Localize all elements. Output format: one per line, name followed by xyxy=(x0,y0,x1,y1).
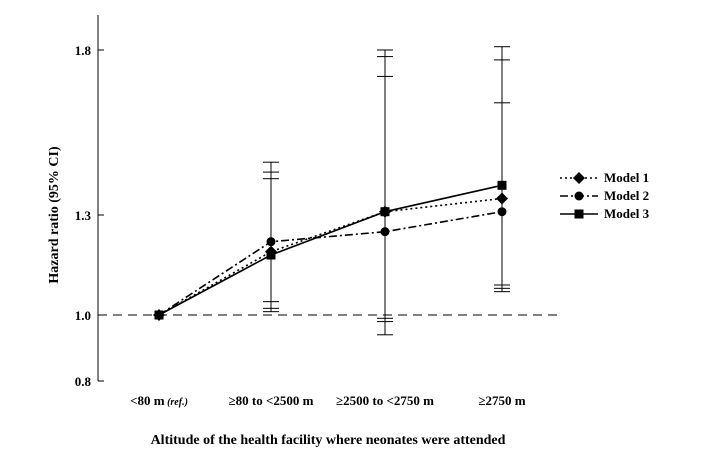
y-axis-title: Hazard ratio (95% CI) xyxy=(47,146,62,284)
data-point xyxy=(266,237,276,247)
legend-label: Model 1 xyxy=(604,170,649,185)
y-tick-label: 0.8 xyxy=(75,374,92,389)
y-tick-label: 1.3 xyxy=(75,208,92,223)
x-tick-label: ≥2750 m xyxy=(478,393,525,408)
error-bars xyxy=(263,46,510,336)
x-tick-label: ≥80 to <2500 m xyxy=(229,393,314,408)
data-point xyxy=(380,207,390,217)
y-ticks: 0.8 1.0 1.3 1.8 xyxy=(75,43,104,389)
legend-label: Model 3 xyxy=(604,206,650,221)
series-line xyxy=(158,184,503,316)
data-point xyxy=(497,180,507,190)
series-markers xyxy=(153,180,508,321)
x-tick-labels: <80 m (ref.) ≥80 to <2500 m ≥2500 to <2750… xyxy=(130,393,526,408)
legend-label: Model 2 xyxy=(604,188,649,203)
x-tick-label: <80 m (ref.) xyxy=(130,393,188,408)
data-point xyxy=(573,172,585,184)
data-point xyxy=(497,207,507,217)
series-lines xyxy=(158,184,503,316)
data-point xyxy=(574,209,584,219)
y-tick-label: 1.0 xyxy=(75,308,91,323)
legend: Model 1 Model 2 Model 3 xyxy=(560,170,650,221)
x-tick-label: ≥2500 to <2750 m xyxy=(336,393,434,408)
series-line xyxy=(158,197,503,316)
data-point xyxy=(574,191,584,201)
x-axis-title: Altitude of the health facility where ne… xyxy=(151,433,506,448)
data-point xyxy=(380,227,390,237)
series-line xyxy=(158,210,503,316)
data-point xyxy=(496,192,508,205)
y-tick-label: 1.8 xyxy=(75,43,92,58)
data-point xyxy=(266,250,276,260)
data-point xyxy=(154,310,164,320)
